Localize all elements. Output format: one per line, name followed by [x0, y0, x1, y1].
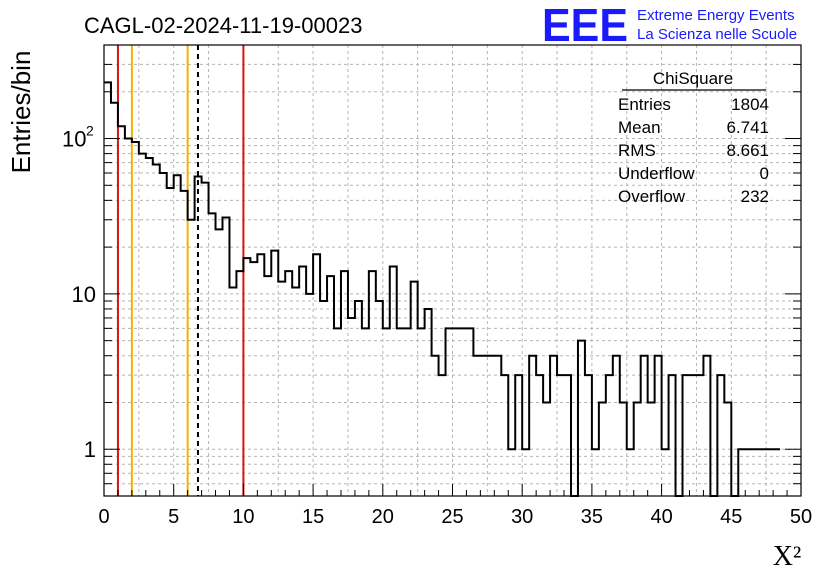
x-tick-label: 40 [650, 506, 672, 528]
x-axis-label: X² [773, 541, 802, 572]
y-tick-label: 1 [84, 437, 96, 462]
x-tick-label: 10 [232, 506, 254, 528]
y-tick-label-exponent: 2 [86, 123, 94, 139]
stats-label-mean: Mean [618, 118, 661, 137]
histogram-step-line [104, 81, 781, 497]
x-tick-label: 30 [511, 506, 533, 528]
reference-lines [116, 45, 245, 496]
x-tick-label: 0 [98, 506, 109, 528]
y-tick-label: 10 [62, 127, 86, 152]
chart-title: CAGL-02-2024-11-19-00023 [84, 13, 362, 38]
y-tick-label: 10 [72, 282, 96, 307]
stats-label-rms: RMS [618, 141, 656, 160]
stats-box: ChiSquare Entries 1804 Mean 6.741 RMS 8.… [618, 69, 769, 206]
x-tick-label: 45 [720, 506, 742, 528]
x-tick-label: 25 [441, 506, 463, 528]
x-tick-label: 35 [581, 506, 603, 528]
eee-logo-line2: La Scienza nelle Scuole [637, 26, 797, 43]
stats-value-overflow: 232 [741, 187, 769, 206]
stats-value-mean: 6.741 [726, 118, 769, 137]
stats-value-underflow: 0 [760, 164, 769, 183]
grid-lines [104, 44, 801, 497]
x-tick-label: 50 [790, 506, 812, 528]
eee-logo-letters: EEE [542, 0, 628, 51]
stats-label-underflow: Underflow [618, 164, 695, 183]
x-tick-label: 15 [302, 506, 324, 528]
plot-frame [103, 44, 802, 497]
x-tick-label: 20 [372, 506, 394, 528]
stats-value-entries: 1804 [731, 95, 769, 114]
y-axis-label: Entries/bin [6, 51, 36, 174]
stats-value-rms: 8.661 [726, 141, 769, 160]
stats-label-entries: Entries [618, 95, 671, 114]
stats-box-title: ChiSquare [653, 69, 733, 88]
x-tick-label: 5 [168, 506, 179, 528]
stats-label-overflow: Overflow [618, 187, 686, 206]
eee-logo-line1: Extreme Energy Events [637, 7, 795, 24]
